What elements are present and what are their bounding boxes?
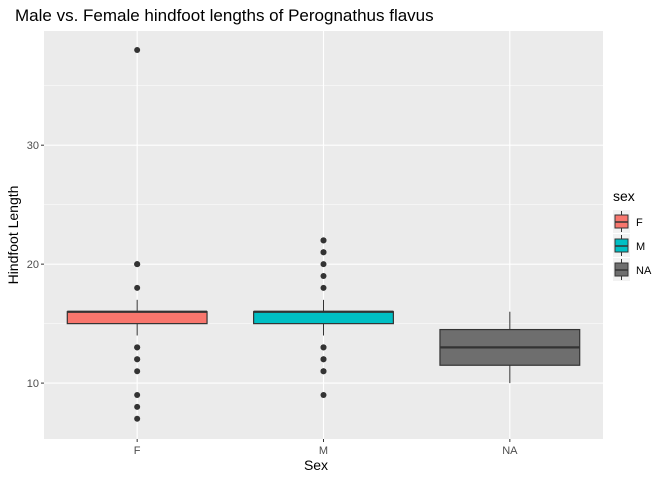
- x-tick-label: NA: [502, 445, 518, 457]
- legend-item-NA: NA: [613, 258, 652, 281]
- outlier-point: [134, 403, 141, 410]
- box-body: [66, 311, 208, 325]
- outlier-point: [320, 344, 327, 351]
- outlier-point: [134, 415, 141, 422]
- outlier-point: [134, 368, 141, 375]
- outlier-point: [320, 391, 327, 398]
- box-NA: [439, 311, 581, 384]
- x-tick-label: M: [319, 445, 328, 457]
- outlier-point: [134, 284, 141, 291]
- legend-label: F: [636, 217, 643, 229]
- legend-label: M: [636, 241, 645, 253]
- y-tick-label: 20: [27, 259, 39, 271]
- outlier-point: [134, 356, 141, 363]
- x-axis: F M NA: [134, 439, 518, 457]
- outlier-point: [320, 249, 327, 256]
- legend: sex FM NA: [613, 188, 652, 281]
- y-tick-label: 30: [27, 140, 39, 152]
- outlier-point: [320, 284, 327, 291]
- y-tick-label: 10: [27, 378, 39, 390]
- x-axis-title: Sex: [304, 457, 328, 473]
- legend-item-M: M: [613, 234, 645, 257]
- chart-title: Male vs. Female hindfoot lengths of Pero…: [15, 6, 434, 25]
- outlier-point: [134, 344, 141, 351]
- outlier-point: [320, 261, 327, 268]
- outlier-point: [320, 368, 327, 375]
- legend-title: sex: [613, 188, 635, 204]
- box-M: [253, 237, 394, 398]
- outlier-point: [320, 237, 327, 244]
- outlier-point: [320, 273, 327, 280]
- legend-label: NA: [636, 265, 652, 277]
- y-axis: 10 20 30: [27, 140, 44, 390]
- outlier-point: [134, 391, 141, 398]
- outlier-point: [134, 47, 141, 54]
- box-F: [66, 47, 208, 422]
- y-axis-title: Hindfoot Length: [5, 186, 21, 285]
- legend-item-F: F: [613, 210, 643, 233]
- x-tick-label: F: [134, 445, 141, 457]
- box-body: [253, 311, 394, 325]
- boxes-layer: [66, 47, 581, 422]
- outlier-point: [134, 261, 141, 268]
- outlier-point: [320, 356, 327, 363]
